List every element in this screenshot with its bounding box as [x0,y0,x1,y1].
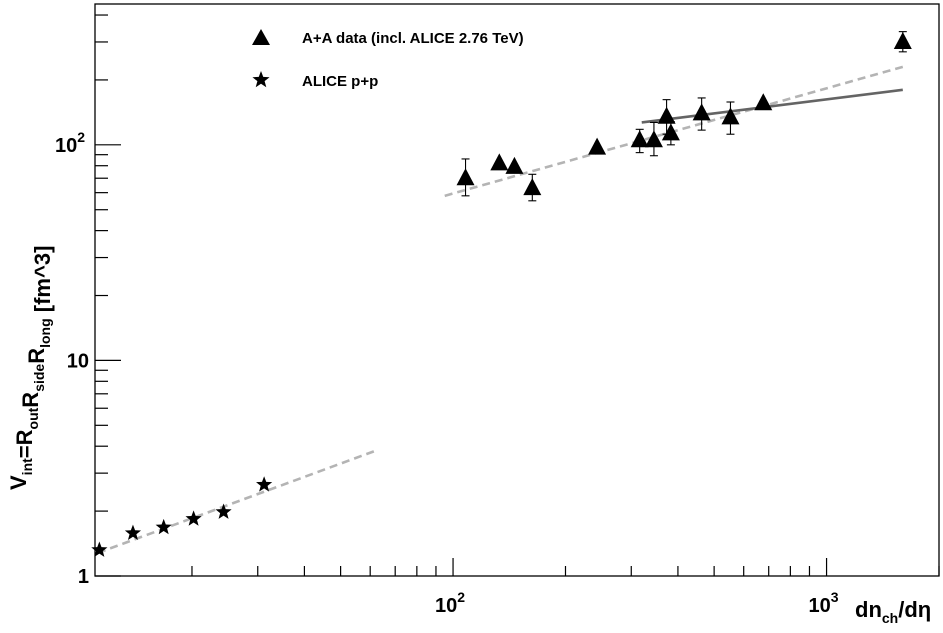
aa-data-point [630,130,649,148]
aa-data-point [588,137,607,155]
aa-data-point [657,106,676,124]
x-axis-title-main: dn [855,597,882,622]
pp-data-point [155,518,172,535]
plot-frame [94,3,940,577]
y-axis-title-text: Vint=RoutRsideRlong [fm^3] [6,246,55,490]
x-axis-title-tail: /dη [898,597,931,622]
aa-data-point [661,123,680,141]
aa-data-point [721,107,740,125]
legend-star-marker [252,71,270,88]
x-tick-label: 103 [809,589,839,617]
fit-line-dashed [97,448,379,555]
fit-lines [97,65,904,555]
pp-data-point [256,476,273,492]
aa-data-point [644,130,663,148]
tick-labels: 102 103 1 10 102 [55,129,839,617]
aa-data-point [456,168,475,186]
axis-ticks [95,14,940,577]
data-markers [91,31,912,557]
aa-data-point [893,31,912,49]
aa-data-point [523,178,542,196]
x-tick-label: 102 [435,589,465,617]
aa-data-point [692,103,711,121]
pp-data-point [91,541,108,557]
fit-line-solid [641,88,903,124]
legend-label-aa: A+A data (incl. ALICE 2.76 TeV) [302,30,524,47]
y-tick-label: 1 [78,566,89,588]
x-axis-title: dnch/dη [855,597,931,626]
legend: A+A data (incl. ALICE 2.76 TeV) ALICE p+… [252,29,524,90]
pp-data-point [185,510,202,526]
legend-label-pp: ALICE p+p [302,73,378,90]
plot-border [94,3,940,577]
y-tick-label: 102 [55,129,85,157]
y-tick-label: 10 [67,350,89,372]
x-axis-title-sub: ch [882,610,898,626]
svg-text:dnch/dη: dnch/dη [855,597,931,626]
pp-data-point [215,503,232,519]
legend-triangle-marker [252,29,270,45]
aa-data-point [505,156,524,174]
aa-data-point [490,153,509,171]
pp-data-point [124,524,142,541]
aa-data-point [754,93,773,111]
y-axis-title: Vint=RoutRsideRlong [fm^3] [6,246,55,490]
